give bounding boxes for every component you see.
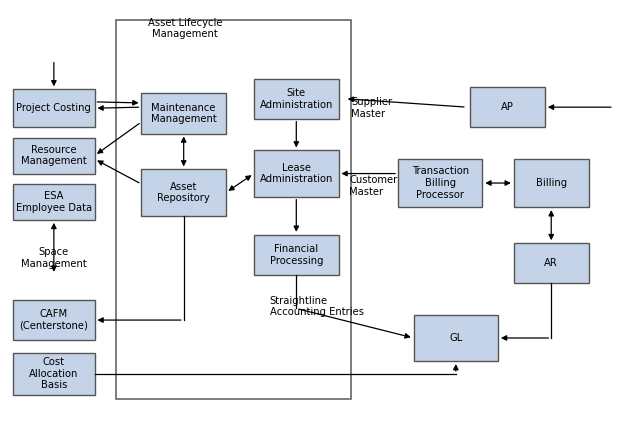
Text: Site
Administration: Site Administration [260,88,333,110]
Text: Maintenance
Management: Maintenance Management [151,103,216,124]
FancyBboxPatch shape [142,169,226,216]
Text: Straightline
Accounting Entries: Straightline Accounting Entries [270,296,364,317]
FancyBboxPatch shape [13,300,95,340]
Text: Asset
Repository: Asset Repository [157,182,210,203]
Text: Customer
Master: Customer Master [349,176,398,197]
Text: Billing: Billing [535,178,567,188]
Text: AP: AP [501,102,514,112]
FancyBboxPatch shape [254,79,339,119]
Text: ESA
Employee Data: ESA Employee Data [16,191,92,213]
FancyBboxPatch shape [514,243,589,283]
FancyBboxPatch shape [398,159,482,207]
Text: Transaction
Billing
Processor: Transaction Billing Processor [411,166,469,200]
Text: Resource
Management: Resource Management [21,145,87,166]
Text: CAFM
(Centerstone): CAFM (Centerstone) [19,309,88,331]
Text: GL: GL [449,333,463,343]
Text: Project Costing: Project Costing [16,103,92,113]
FancyBboxPatch shape [13,138,95,173]
FancyBboxPatch shape [142,93,226,134]
FancyBboxPatch shape [254,150,339,197]
Text: Asset Lifecycle
Management: Asset Lifecycle Management [148,18,223,39]
Text: Lease
Administration: Lease Administration [260,163,333,184]
FancyBboxPatch shape [13,89,95,127]
FancyBboxPatch shape [470,87,545,127]
Text: Cost
Allocation
Basis: Cost Allocation Basis [29,357,78,390]
FancyBboxPatch shape [13,184,95,220]
Text: AR: AR [544,258,558,268]
Text: Supplier
Master: Supplier Master [351,97,392,119]
FancyBboxPatch shape [254,235,339,275]
FancyBboxPatch shape [13,353,95,395]
Text: Financial
Processing: Financial Processing [270,244,323,266]
Text: Space
Management: Space Management [21,247,87,269]
FancyBboxPatch shape [414,315,498,361]
FancyBboxPatch shape [514,159,589,207]
